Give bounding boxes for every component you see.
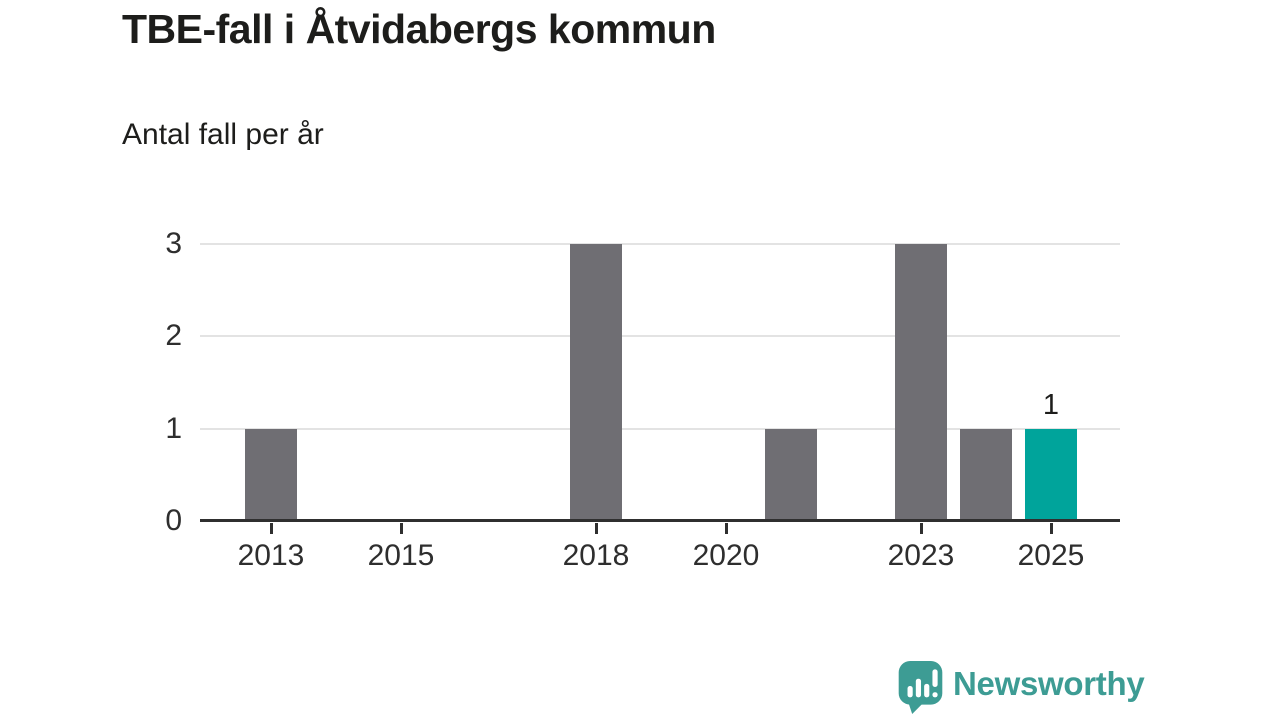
newsworthy-logo: Newsworthy bbox=[897, 660, 1145, 714]
chart-subtitle: Antal fall per år bbox=[122, 118, 324, 151]
x-axis-tick-2025 bbox=[1049, 523, 1053, 534]
plot-area: 0 1 2 3 2013 2015 2018 2020 2023 2025 1 bbox=[165, 227, 1120, 572]
y-axis-tick-label: 1 bbox=[165, 411, 182, 445]
data-label-2025: 1 bbox=[1042, 388, 1060, 421]
x-axis-tick-label-2023: 2023 bbox=[887, 539, 955, 572]
x-axis-tick-label-2015: 2015 bbox=[367, 539, 435, 572]
x-axis-tick-2023 bbox=[919, 523, 923, 534]
gridline-y-2 bbox=[200, 335, 1120, 338]
y-axis-tick-label: 3 bbox=[165, 227, 182, 260]
x-axis-tick-2020 bbox=[724, 523, 728, 534]
gridline-y-1 bbox=[200, 427, 1120, 430]
bar-highlight-2025 bbox=[1025, 428, 1077, 521]
bar-2013 bbox=[245, 428, 297, 521]
bar-2023 bbox=[895, 244, 947, 521]
x-axis-tick-label-2025: 2025 bbox=[1017, 539, 1085, 572]
bar-2018 bbox=[570, 244, 622, 521]
newsworthy-logo-text: Newsworthy bbox=[953, 665, 1145, 702]
x-axis-tick-label-2020: 2020 bbox=[692, 539, 760, 572]
chart-title: TBE-fall i Åtvidabergs kommun bbox=[122, 6, 716, 52]
x-axis-tick-2013 bbox=[269, 523, 273, 534]
x-axis-tick-label-2018: 2018 bbox=[562, 539, 630, 572]
x-axis-tick-2015 bbox=[399, 523, 403, 534]
x-axis-tick-2018 bbox=[594, 523, 598, 534]
y-axis-tick-label: 0 bbox=[165, 504, 182, 537]
x-axis-tick-label-2013: 2013 bbox=[237, 539, 305, 572]
bar-2021 bbox=[765, 428, 817, 521]
newsworthy-logo-icon bbox=[898, 661, 943, 714]
x-axis-line bbox=[200, 519, 1120, 522]
y-axis-tick-label: 2 bbox=[165, 319, 182, 353]
bar-2024 bbox=[960, 428, 1012, 521]
gridline-y-3 bbox=[200, 243, 1120, 245]
